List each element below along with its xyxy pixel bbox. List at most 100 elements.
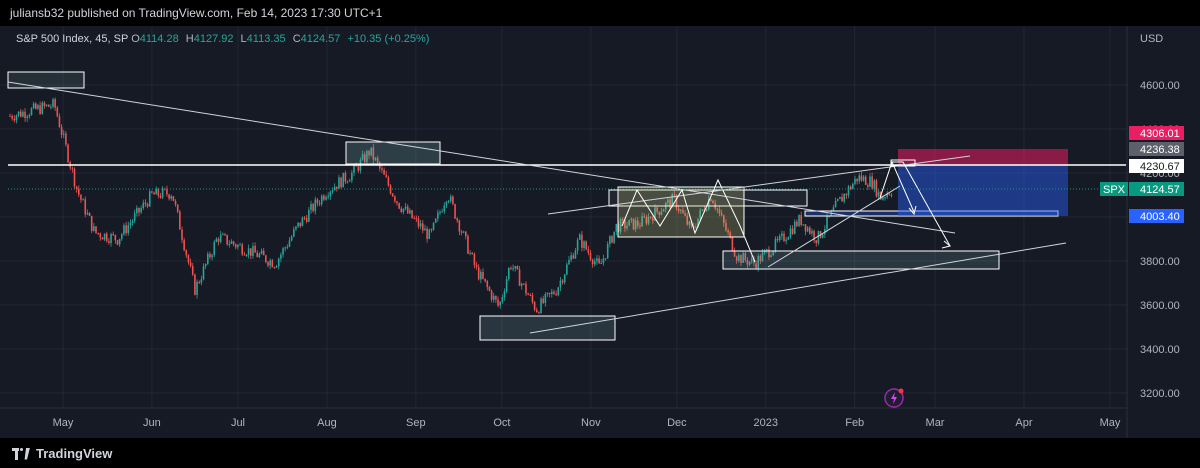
drawing-tools[interactable]: [7, 71, 1126, 341]
candle-body: [353, 165, 355, 173]
candle-body: [699, 210, 701, 219]
candle-body: [140, 208, 142, 213]
rect-zone-dec-low[interactable]: [722, 250, 1000, 270]
projection-arrow-up[interactable]: [879, 160, 915, 213]
price-label-badge: [1129, 142, 1184, 156]
candle-body: [372, 147, 375, 160]
candle-body: [153, 192, 155, 195]
trendline-ascending-support[interactable]: [529, 242, 1067, 334]
candle-body: [303, 217, 306, 219]
candle-body: [417, 218, 420, 227]
candle-body: [753, 258, 755, 264]
publish-info: juliansb32 published on TradingView.com,…: [10, 6, 383, 20]
candle-body: [73, 168, 76, 187]
price-axis-labels: 4306.01 4236.38 4230.67 SPX 4124.57 4003.40: [1100, 126, 1184, 223]
candle-body: [250, 248, 252, 256]
candle-body: [671, 194, 673, 208]
symbol-legend[interactable]: S&P 500 Index, 45, SP O4114.28 H4127.92 …: [16, 33, 433, 45]
candle-body: [224, 234, 226, 236]
tradingview-brand: TradingView: [36, 446, 113, 461]
candle-body: [424, 228, 426, 231]
candle-body: [488, 287, 491, 291]
candle-body: [667, 199, 669, 203]
candle-body: [542, 298, 544, 303]
candle-body: [93, 226, 95, 231]
candle-body: [609, 236, 611, 244]
chart-area[interactable]: [0, 26, 1200, 438]
candle-body: [35, 103, 37, 109]
candle-body: [561, 280, 564, 283]
rect-zone-top-left[interactable]: [7, 71, 85, 89]
rect-zone-oct-low[interactable]: [479, 315, 616, 341]
tradingview-logo[interactable]: TradingView: [12, 446, 112, 461]
candle-body: [731, 236, 734, 251]
candle-body: [402, 208, 405, 212]
candle-body: [856, 178, 858, 182]
candle-body: [492, 295, 495, 300]
candle-body: [785, 239, 787, 242]
candle-body: [460, 231, 463, 233]
candle-body: [817, 231, 820, 244]
lightning-icon[interactable]: [884, 388, 904, 408]
candle-body: [587, 249, 590, 253]
candle-body: [320, 195, 323, 204]
candle-body: [680, 209, 682, 211]
candle-body: [447, 201, 450, 203]
candle-body: [239, 244, 241, 246]
time-axis[interactable]: May Jun Jul Aug Sep Oct Nov Dec 2023 Feb Mar Apr May: [53, 417, 1121, 429]
candle-body: [738, 255, 740, 261]
candle-body: [821, 234, 824, 238]
position-target-zone[interactable]: [898, 165, 1068, 216]
candle-body: [299, 222, 302, 227]
candle-body: [336, 186, 338, 189]
candle-body: [441, 211, 443, 213]
candle-body: [882, 197, 884, 200]
candle-body: [766, 249, 768, 251]
currency-label[interactable]: USD: [1140, 33, 1164, 45]
candle-body: [422, 223, 424, 231]
candle-body: [465, 231, 467, 237]
candle-body: [583, 241, 585, 248]
candle-body: [157, 188, 160, 196]
candle-body: [806, 227, 809, 232]
candle-body: [748, 261, 751, 265]
candle-body: [852, 183, 854, 190]
time-tick-label: Apr: [1015, 417, 1032, 429]
candle-body: [71, 167, 74, 169]
candle-body: [602, 258, 605, 264]
candle-body: [783, 233, 785, 242]
entry-marker[interactable]: [890, 159, 916, 167]
pattern-zigzag[interactable]: [621, 178, 756, 263]
candle-body: [159, 195, 162, 198]
candle-body: [834, 200, 837, 208]
candle-body: [503, 291, 506, 298]
candle-body: [282, 248, 284, 255]
candle-body: [127, 225, 130, 234]
candle-body: [630, 218, 633, 220]
candle-body: [652, 217, 654, 221]
trendline-descending[interactable]: [7, 81, 956, 234]
candle-body: [47, 104, 50, 107]
candle-body: [744, 253, 747, 261]
candle-body: [396, 201, 398, 203]
candle-body: [144, 202, 147, 205]
candle-body: [237, 244, 239, 248]
candle-body: [641, 216, 643, 227]
candle-body: [516, 266, 519, 270]
candle-body: [858, 175, 861, 182]
position-stop-zone[interactable]: [898, 149, 1068, 165]
rect-zone-august[interactable]: [345, 141, 441, 165]
candle-body: [406, 206, 409, 214]
candle-body: [662, 209, 665, 212]
candle-body: [484, 278, 486, 282]
candle-body: [860, 175, 863, 181]
open-label: O: [131, 33, 140, 45]
price-label-value: 4124.57: [1140, 184, 1180, 196]
candle-body: [215, 238, 218, 242]
candle-body: [839, 196, 841, 200]
price-label-value: 4236.38: [1140, 144, 1180, 156]
candle-body: [254, 245, 256, 253]
channel-line-lower[interactable]: [767, 185, 901, 268]
projection-arrow-down[interactable]: [892, 161, 951, 247]
